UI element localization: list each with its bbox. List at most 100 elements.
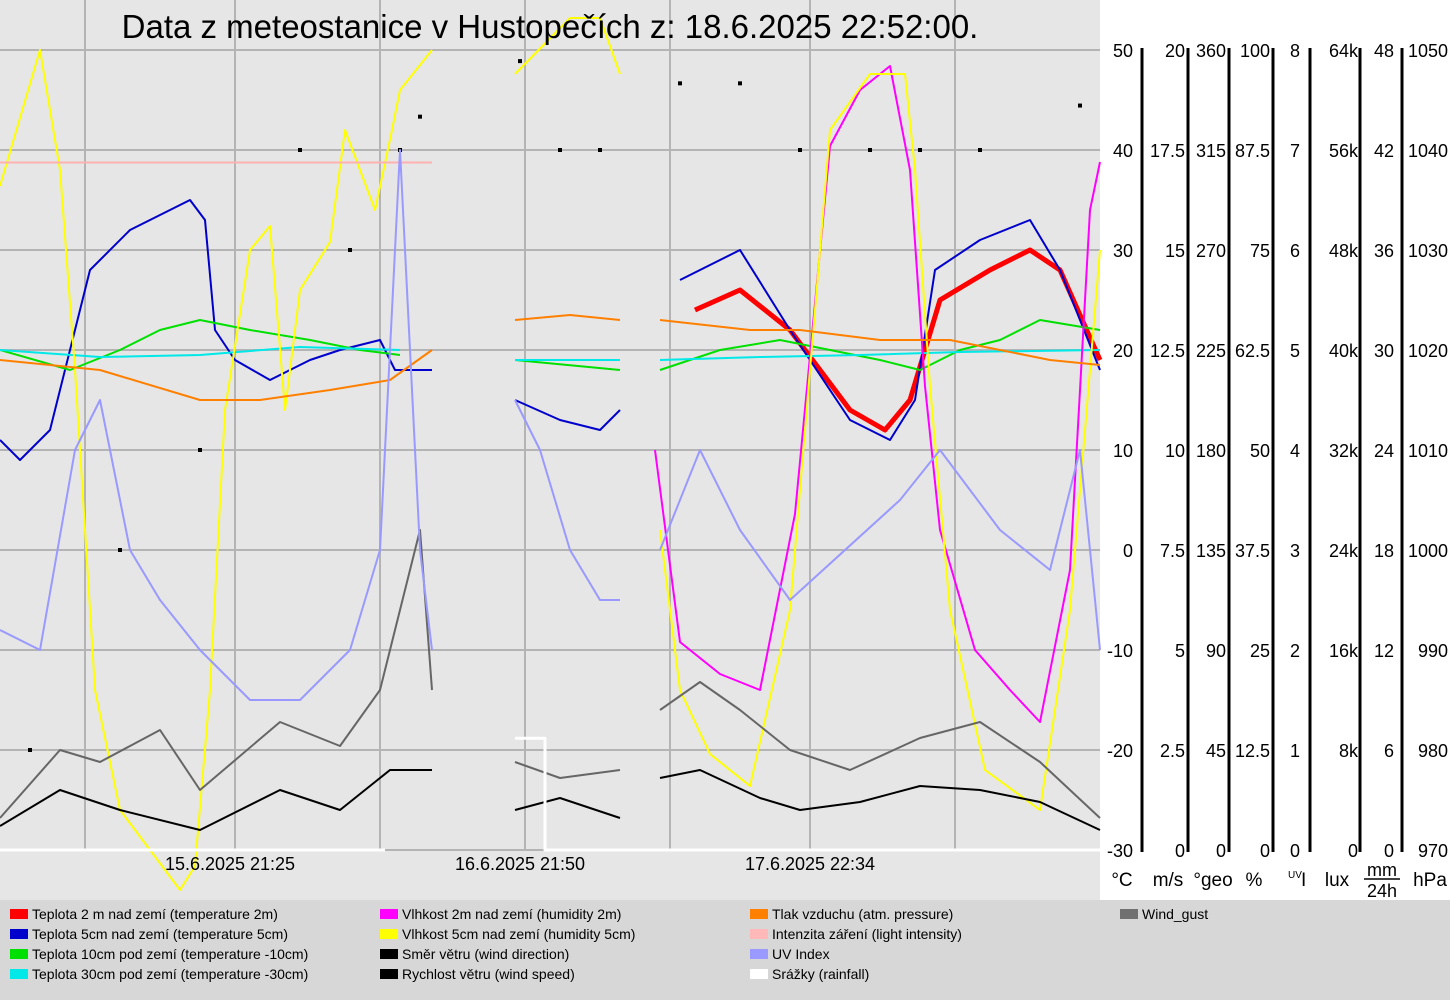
axis-tick-label: 40k (1329, 341, 1359, 361)
legend-swatch (380, 969, 398, 980)
axis-tick-label: 2.5 (1160, 741, 1185, 761)
legend-swatch (380, 929, 398, 940)
legend-item: Wind_gust (1120, 904, 1208, 924)
legend: Teplota 2 m nad zemí (temperature 2m) Tep… (0, 900, 1450, 1000)
axis-tick-label: 45 (1206, 741, 1226, 761)
axis-tick-label: 315 (1196, 141, 1226, 161)
axis-tick-label: 8 (1290, 41, 1300, 61)
legend-label: UV Index (772, 946, 830, 962)
legend-label: Rychlost větru (wind speed) (402, 966, 575, 982)
wind-direction-point (598, 148, 602, 152)
axis-tick-label: 3 (1290, 541, 1300, 561)
legend-swatch (750, 969, 768, 980)
axis-tick-label: 25 (1250, 641, 1270, 661)
legend-item: UV Index (750, 944, 830, 964)
axis-tick-label: 360 (1196, 41, 1226, 61)
wind-direction-point (418, 114, 422, 119)
axis-tick-label: 1050 (1408, 41, 1448, 61)
legend-item: Tlak vzduchu (atm. pressure) (750, 904, 953, 924)
legend-label: Teplota 30cm pod zemí (temperature -30cm… (32, 966, 309, 982)
axis-unit-label: m/s (1153, 870, 1184, 891)
series-12 (0, 736, 1100, 852)
series-10 (0, 529, 1101, 819)
series-line (659, 681, 1101, 819)
legend-label: Vlhkost 2m nad zemí (humidity 2m) (402, 906, 622, 922)
axis-unit-label: lux (1325, 870, 1350, 891)
axis-tick-label: 6 (1290, 241, 1300, 261)
legend-swatch (1120, 909, 1138, 920)
series-0 (693, 247, 1103, 433)
axis-tick-label: 225 (1196, 341, 1226, 361)
axis-tick-label: 36 (1374, 241, 1394, 261)
legend-swatch (10, 909, 28, 920)
series-line (0, 319, 401, 371)
axis-tick-label: 1020 (1408, 341, 1448, 361)
series-4 (654, 65, 1101, 723)
axis-tick-label: 0 (1175, 841, 1185, 861)
series-line (659, 769, 1101, 831)
weather-chart: 15.6.2025 21:25 16.6.2025 21:50 17.6.2025 … (0, 0, 1450, 900)
legend-swatch (10, 929, 28, 940)
axis-tick-label: 48k (1329, 241, 1359, 261)
wind-direction-point (118, 548, 122, 552)
series-2 (0, 319, 1101, 371)
wind-direction-point (198, 448, 202, 452)
series-line (0, 149, 433, 701)
axis-tick-label: 0 (1123, 541, 1133, 561)
axis-tick-label: 990 (1418, 641, 1448, 661)
axis-tick-label: 24k (1329, 541, 1359, 561)
series-line (0, 769, 432, 831)
axis-tick-label: 12.5 (1235, 741, 1270, 761)
legend-swatch (750, 909, 768, 920)
wind-direction-point (798, 148, 802, 152)
series-line (679, 219, 1101, 441)
axis-tick-label: 970 (1418, 841, 1448, 861)
axis-tick-label: 1 (1290, 741, 1300, 761)
axis-tick-label: 56k (1329, 141, 1359, 161)
series-line (0, 49, 433, 891)
series-1 (0, 199, 1101, 461)
legend-label: Intenzita záření (light intensity) (772, 926, 962, 942)
axis-tick-label: 7.5 (1160, 541, 1185, 561)
axis-tick-label: 50 (1250, 441, 1270, 461)
axis-tick-label: 40 (1113, 141, 1133, 161)
axis-tick-label: 5 (1175, 641, 1185, 661)
axis-tick-label: 20 (1165, 41, 1185, 61)
series-line (659, 319, 1101, 371)
wind-direction-point (678, 81, 682, 86)
axis-unit-label: hPa (1413, 870, 1447, 891)
axis-tick-label: 0 (1216, 841, 1226, 861)
axis-tick-label: 87.5 (1235, 141, 1270, 161)
axis-tick-label: 10 (1165, 441, 1185, 461)
axis-tick-label: 1000 (1408, 541, 1448, 561)
axis-tick-label: 20 (1113, 341, 1133, 361)
series-line (514, 17, 621, 75)
series-5 (0, 17, 1101, 891)
series-line (693, 247, 1103, 433)
axis-tick-label: 37.5 (1235, 541, 1270, 561)
axis-tick-label: 0 (1348, 841, 1358, 861)
legend-item: Rychlost větru (wind speed) (380, 964, 575, 984)
x-tick-labels: 15.6.2025 21:25 16.6.2025 21:50 17.6.2025 … (165, 854, 875, 874)
axis-tick-label: 32k (1329, 441, 1359, 461)
axis-tick-label: 6 (1384, 741, 1394, 761)
axis-tick-label: 24 (1374, 441, 1394, 461)
series-line (0, 349, 433, 401)
axis-tick-label: 270 (1196, 241, 1226, 261)
legend-label: Teplota 10cm pod zemí (temperature -10cm… (32, 946, 309, 962)
series-line (0, 199, 432, 461)
axis-tick-label: 12 (1374, 641, 1394, 661)
axis-tick-label: 1030 (1408, 241, 1448, 261)
axis-tick-label: 8k (1339, 741, 1359, 761)
axis-tick-label: 30 (1374, 341, 1394, 361)
legend-item: Vlhkost 2m nad zemí (humidity 2m) (380, 904, 621, 924)
x-tick-label: 15.6.2025 21:25 (165, 854, 295, 874)
axis-panel-background (1100, 0, 1450, 900)
series-layer (0, 17, 1103, 891)
axis-tick-label: 15 (1165, 241, 1185, 261)
legend-item: Směr větru (wind direction) (380, 944, 569, 964)
axis-tick-label: 18 (1374, 541, 1394, 561)
axis-tick-label: 48 (1374, 41, 1394, 61)
axis-tick-label: 1040 (1408, 141, 1448, 161)
axis-tick-label: 980 (1418, 741, 1448, 761)
